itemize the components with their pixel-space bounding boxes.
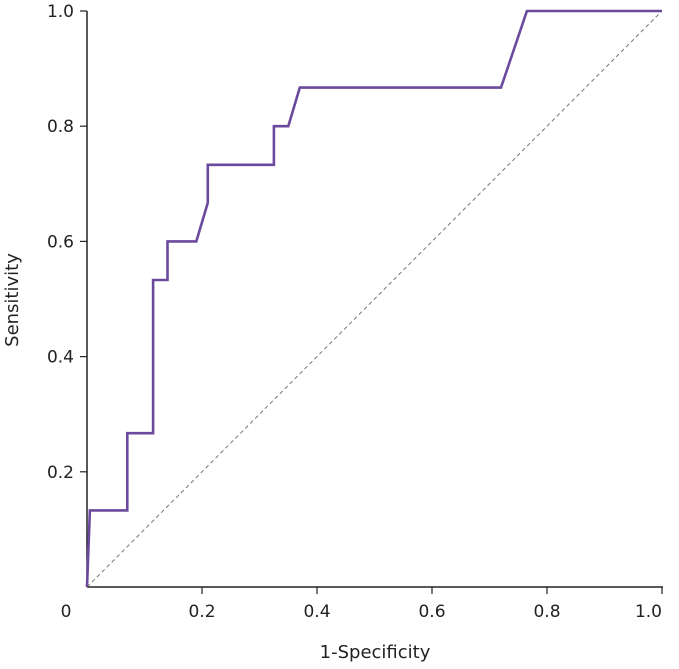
x-tick-label: 0.8	[533, 602, 560, 622]
x-tick-label: 0.4	[303, 602, 330, 622]
y-tick-label: 0.8	[47, 117, 74, 137]
reference-diagonal-line	[86, 10, 663, 588]
y-tick-label: 0.2	[47, 463, 74, 483]
x-tick-label: 1.0	[635, 602, 662, 622]
x-tick-label: 0.2	[188, 602, 215, 622]
x-tick-label: 0	[61, 602, 72, 622]
y-tick-label: 0.6	[47, 232, 74, 252]
x-tick-label: 0.6	[418, 602, 445, 622]
roc-curve-line	[85, 9, 662, 588]
y-tick-label: 0.4	[47, 348, 74, 368]
y-axis-label: Sensitivity	[2, 253, 23, 347]
series-layer	[85, 9, 663, 588]
x-axis-label: 1-Specificity	[320, 642, 431, 663]
axes-layer: 0 0.2 0.4 0.6 0.8 1.0 0.2 0.4 0.6 0.8 1.0	[47, 2, 663, 622]
y-tick-label: 1.0	[47, 2, 74, 22]
